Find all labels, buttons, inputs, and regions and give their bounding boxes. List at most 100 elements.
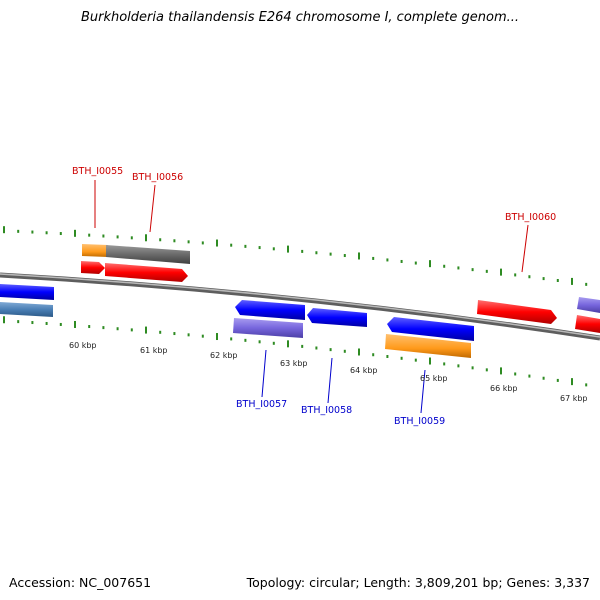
outer-minor-tick	[88, 233, 91, 237]
leader-bth-i0059	[420, 369, 426, 414]
outer-minor-tick	[457, 266, 460, 270]
outer-tick-track	[3, 226, 588, 286]
inner-minor-tick	[116, 327, 119, 331]
gene-bth-i0055-orange[interactable]	[82, 244, 108, 257]
outer-minor-tick	[329, 252, 332, 256]
outer-minor-tick	[400, 259, 403, 263]
inner-minor-tick	[542, 376, 545, 380]
gene-label-bth-i0058[interactable]: BTH_I0058	[301, 405, 352, 416]
inner-major-tick	[287, 340, 289, 348]
outer-major-tick	[358, 252, 360, 260]
inner-minor-tick	[45, 321, 48, 325]
outer-major-tick	[287, 245, 289, 253]
chromosome-backbone-highlight	[0, 273, 600, 338]
kbp-label-64: 64 kbp	[350, 366, 378, 375]
outer-minor-tick	[59, 232, 62, 236]
kbp-labels: 60 kbp 61 kbp 62 kbp 63 kbp 64 kbp 65 kb…	[69, 341, 588, 403]
inner-minor-tick	[471, 366, 474, 370]
gene-bth-i0059-orange[interactable]	[385, 334, 471, 358]
inner-minor-tick	[301, 344, 304, 348]
inner-major-tick	[3, 316, 5, 324]
inner-minor-tick	[102, 326, 105, 330]
gene-bth-i0058-blue[interactable]	[307, 308, 367, 327]
outer-minor-tick	[45, 231, 48, 235]
outer-minor-tick	[343, 254, 346, 258]
inner-minor-tick	[485, 368, 488, 372]
outer-minor-tick	[585, 282, 588, 286]
gene-label-bth-i0057[interactable]: BTH_I0057	[236, 399, 287, 410]
gene-right-purple[interactable]	[577, 297, 600, 313]
outer-minor-tick	[230, 243, 233, 247]
outer-minor-tick	[187, 240, 190, 244]
inner-minor-tick	[372, 353, 375, 357]
inner-minor-tick	[514, 372, 517, 376]
gene-left-blue[interactable]	[0, 284, 54, 300]
gene-label-bth-i0059[interactable]: BTH_I0059	[394, 416, 445, 427]
inner-minor-tick	[414, 358, 417, 362]
inner-minor-tick	[88, 325, 91, 329]
outer-major-tick	[3, 226, 5, 234]
leader-bth-i0060	[521, 224, 529, 273]
outer-minor-tick	[514, 273, 517, 277]
kbp-label-62: 62 kbp	[210, 351, 238, 360]
outer-minor-tick	[130, 236, 133, 240]
inner-minor-tick	[457, 364, 460, 368]
inner-minor-tick	[201, 334, 204, 338]
inner-minor-tick	[258, 340, 261, 344]
gene-left-steel[interactable]	[0, 302, 53, 317]
inner-tick-track	[3, 316, 588, 387]
inner-minor-tick	[585, 383, 588, 387]
inner-minor-tick	[443, 362, 446, 366]
leader-bth-i0058	[327, 357, 333, 404]
gene-bth-i0056-gray[interactable]	[106, 245, 190, 264]
leader-bth-i0057	[261, 349, 267, 398]
outer-major-tick	[571, 277, 573, 285]
outer-minor-tick	[372, 256, 375, 260]
inner-minor-tick	[187, 333, 190, 337]
gene-bth-i0056-red[interactable]	[105, 263, 188, 282]
outer-minor-tick	[159, 238, 162, 242]
forward-genes	[81, 244, 600, 333]
gene-bth-i0055-red[interactable]	[81, 261, 105, 274]
gene-right-red[interactable]	[575, 315, 600, 333]
outer-major-tick	[74, 229, 76, 237]
outer-minor-tick	[116, 235, 119, 239]
chromosome-backbone	[0, 272, 600, 341]
outer-minor-tick	[471, 268, 474, 272]
gene-bth-i0057-purple[interactable]	[233, 318, 303, 338]
gene-label-bth-i0060[interactable]: BTH_I0060	[505, 212, 556, 223]
outer-minor-tick	[31, 230, 34, 234]
gene-labels: BTH_I0055 BTH_I0056 BTH_I0060 BTH_I0057 …	[72, 166, 556, 427]
inner-major-tick	[145, 326, 147, 334]
inner-minor-tick	[343, 349, 346, 353]
outer-minor-tick	[556, 278, 559, 282]
outer-minor-tick	[17, 229, 20, 233]
inner-major-tick	[358, 348, 360, 356]
gene-bth-i0057-blue[interactable]	[235, 300, 305, 320]
inner-minor-tick	[400, 356, 403, 360]
kbp-label-60: 60 kbp	[69, 341, 97, 350]
inner-major-tick	[216, 333, 218, 341]
outer-minor-tick	[201, 241, 204, 245]
outer-minor-tick	[258, 246, 261, 250]
gene-label-bth-i0055[interactable]: BTH_I0055	[72, 166, 123, 177]
gene-label-bth-i0056[interactable]: BTH_I0056	[132, 172, 183, 183]
map-title: Burkholderia thailandensis E264 chromoso…	[80, 10, 520, 25]
outer-minor-tick	[443, 264, 446, 268]
gene-bth-i0059-blue[interactable]	[387, 317, 474, 341]
outer-minor-tick	[102, 234, 105, 238]
inner-minor-tick	[230, 337, 233, 341]
label-leaders	[94, 180, 529, 414]
inner-minor-tick	[386, 355, 389, 359]
inner-major-tick	[500, 367, 502, 375]
kbp-label-67: 67 kbp	[560, 394, 588, 403]
inner-minor-tick	[528, 374, 531, 378]
outer-minor-tick	[542, 277, 545, 281]
inner-minor-tick	[173, 332, 176, 336]
outer-major-tick	[429, 260, 431, 268]
gene-bth-i0060-red[interactable]	[477, 300, 557, 324]
kbp-label-61: 61 kbp	[140, 346, 168, 355]
outer-minor-tick	[301, 249, 304, 253]
kbp-label-63: 63 kbp	[280, 359, 308, 368]
